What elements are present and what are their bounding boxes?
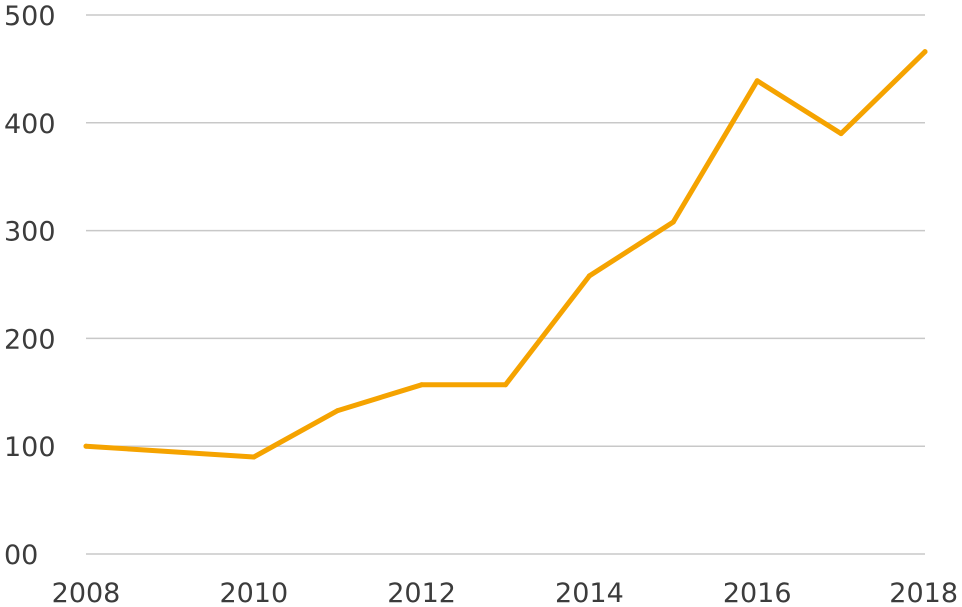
- data-point: [754, 78, 760, 84]
- data-point: [838, 131, 844, 137]
- data-point: [670, 219, 676, 225]
- series-lines: [83, 49, 928, 460]
- data-point: [83, 443, 89, 449]
- x-tick-label: 2010: [219, 578, 288, 607]
- y-tick-label: 400: [4, 109, 56, 140]
- data-point: [419, 382, 425, 388]
- y-tick-label: 200: [4, 324, 56, 355]
- x-axis-tick-labels: 2008 2010 2012 2014 2016 2018: [52, 578, 958, 607]
- data-point: [503, 382, 508, 388]
- x-tick-label: 2016: [723, 578, 792, 607]
- y-tick-label: 100: [4, 432, 56, 463]
- x-tick-label: 2014: [555, 578, 624, 607]
- x-tick-label: 2012: [387, 578, 456, 607]
- y-tick-label: 00: [4, 540, 38, 571]
- x-tick-label: 2018: [889, 578, 958, 607]
- data-point: [335, 408, 341, 414]
- data-point: [586, 273, 592, 279]
- y-tick-label: 300: [4, 217, 56, 248]
- data-point: [251, 454, 257, 460]
- series-line-0: [83, 49, 928, 460]
- x-tick-label: 2008: [52, 578, 121, 607]
- y-axis-tick-labels: 00 100 200 300 400 500: [4, 1, 56, 571]
- gridlines: [86, 14, 925, 555]
- data-point: [922, 49, 928, 55]
- y-tick-label: 500: [4, 1, 56, 32]
